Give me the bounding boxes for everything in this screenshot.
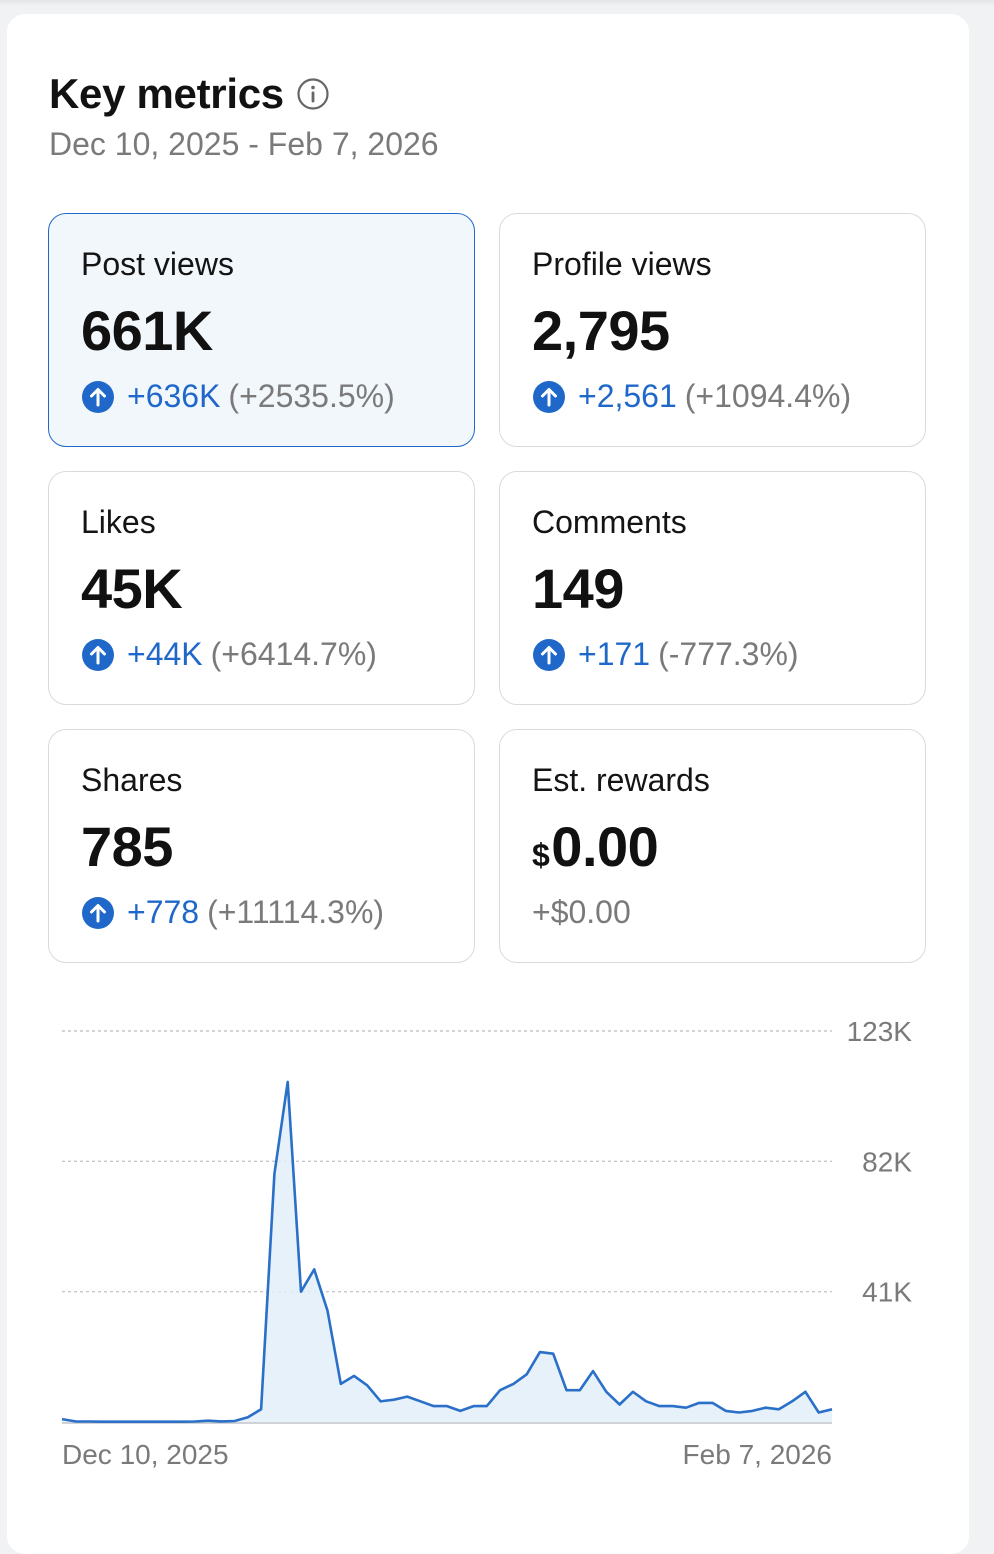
key-metrics-panel: Key metrics Dec 10, 2025 - Feb 7, 2026 P…	[7, 14, 969, 1554]
chart-grid	[62, 1030, 832, 1293]
chart-y-axis: 41K 82K 123K	[847, 1016, 913, 1308]
metric-change: +171 (-777.3%)	[532, 636, 799, 673]
metric-delta: +2,561	[578, 378, 677, 414]
arrow-up-circle-icon	[533, 638, 565, 671]
chart-x-start-label: Dec 10, 2025	[62, 1439, 229, 1470]
date-range-label: Dec 10, 2025 - Feb 7, 2026	[49, 126, 439, 162]
arrow-up-circle-icon	[533, 380, 565, 413]
metric-change: +$0.00	[532, 894, 631, 931]
metric-delta: +44K	[127, 636, 203, 672]
metric-label: Est. rewards	[532, 762, 710, 798]
chart-y-tick-label: 41K	[862, 1277, 912, 1308]
metric-label: Likes	[81, 504, 156, 540]
metric-label: Post views	[81, 246, 234, 282]
reward-amount: 0.00	[551, 815, 659, 878]
metric-label: Shares	[81, 762, 183, 798]
metric-delta: +636K	[127, 378, 221, 414]
metric-percent: (+6414.7%)	[210, 636, 377, 672]
metric-percent: (+2535.5%)	[228, 378, 395, 414]
chart-x-end-label: Feb 7, 2026	[683, 1439, 832, 1470]
metric-card-comments[interactable]: Comments 149 +171 (-777.3%)	[499, 471, 926, 705]
metric-change: +636K (+2535.5%)	[81, 378, 395, 415]
metric-change: +44K (+6414.7%)	[81, 636, 377, 673]
arrow-up-circle-icon	[82, 638, 114, 671]
top-edge-shadow	[0, 0, 994, 6]
chart-points	[61, 1081, 833, 1423]
metric-value: 785	[81, 815, 173, 878]
metric-card-profile-views[interactable]: Profile views 2,795 +2,561 (+1094.4%)	[499, 213, 926, 447]
chart-area-fill	[62, 1081, 832, 1422]
metric-percent: (+11114.3%)	[207, 894, 385, 930]
metric-card-post-views[interactable]: Post views 661K +636K (+2535.5%)	[48, 213, 475, 447]
metric-percent: (-777.3%)	[658, 636, 799, 672]
chart-y-tick-label: 123K	[847, 1016, 913, 1047]
metric-card-likes[interactable]: Likes 45K +44K (+6414.7%)	[48, 471, 475, 705]
chart-series-line	[61, 1080, 833, 1423]
metric-label: Profile views	[532, 246, 712, 282]
metric-card-est-rewards[interactable]: Est. rewards $0.00 +$0.00	[499, 729, 926, 963]
info-icon[interactable]	[296, 77, 330, 111]
arrow-up-circle-icon	[82, 896, 114, 929]
metric-label: Comments	[532, 504, 687, 540]
metric-delta: +171	[578, 636, 651, 672]
metric-delta: +$0.00	[532, 894, 631, 930]
metric-value: 149	[532, 557, 624, 620]
post-views-chart[interactable]: 41K 82K 123K Dec 10, 2025 Feb 7, 2026	[0, 1000, 994, 1500]
metric-card-shares[interactable]: Shares 785 +778 (+11114.3%)	[48, 729, 475, 963]
metric-change: +2,561 (+1094.4%)	[532, 378, 851, 415]
metric-delta: +778	[127, 894, 200, 930]
metric-value: $0.00	[532, 814, 659, 879]
chart-y-tick-label: 82K	[862, 1146, 912, 1177]
metric-change: +778 (+11114.3%)	[81, 894, 384, 931]
metric-value: 45K	[81, 557, 183, 620]
panel-header: Key metrics	[49, 70, 330, 118]
metric-value: 2,795	[532, 299, 670, 362]
currency-symbol: $	[532, 837, 550, 873]
metric-value: 661K	[81, 299, 213, 362]
arrow-up-circle-icon	[82, 380, 114, 413]
page-title: Key metrics	[49, 70, 284, 117]
metric-percent: (+1094.4%)	[684, 378, 852, 414]
